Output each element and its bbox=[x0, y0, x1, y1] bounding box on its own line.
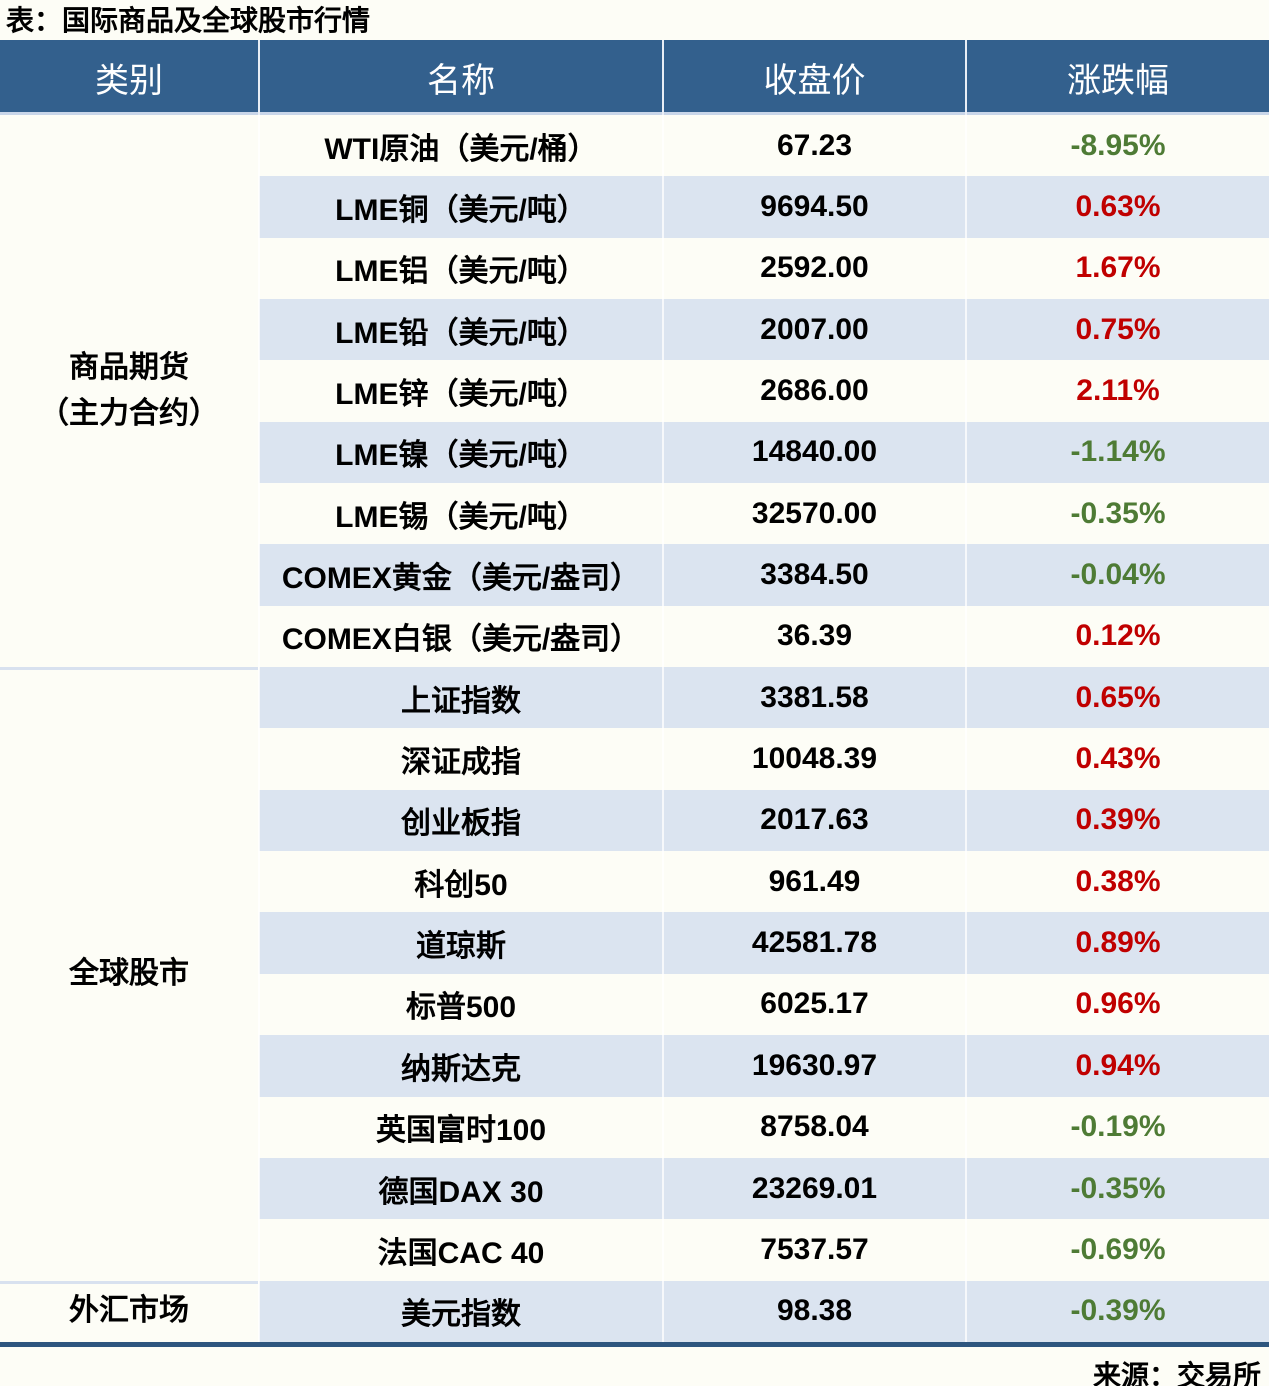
table-row: LME铜（美元/吨） 9694.50 0.63% bbox=[0, 176, 1269, 238]
change-cell: 0.12% bbox=[965, 605, 1269, 668]
close-cell: 3381.58 bbox=[662, 667, 966, 729]
table-row: 深证成指 10048.39 0.43% bbox=[0, 728, 1269, 790]
category-cell-forex: 外汇市场 bbox=[0, 1280, 259, 1342]
close-cell: 2592.00 bbox=[662, 237, 966, 300]
close-cell: 42581.78 bbox=[662, 912, 966, 974]
header-category: 类别 bbox=[0, 40, 259, 115]
change-cell: 0.89% bbox=[965, 912, 1269, 974]
table-row: LME铝（美元/吨） 2592.00 1.67% bbox=[0, 237, 1269, 300]
change-cell: -0.04% bbox=[965, 544, 1269, 606]
close-cell: 14840.00 bbox=[662, 421, 966, 484]
table-row: 全球股市 上证指数 3381.58 0.65% bbox=[0, 667, 1269, 1281]
close-cell: 6025.17 bbox=[662, 973, 966, 1036]
name-cell: 深证成指 bbox=[258, 728, 663, 790]
name-cell: 纳斯达克 bbox=[258, 1035, 663, 1097]
close-cell: 23269.01 bbox=[662, 1157, 966, 1220]
bottom-rule bbox=[0, 1341, 1269, 1347]
name-cell: LME锌（美元/吨） bbox=[258, 360, 663, 422]
change-cell: -0.39% bbox=[965, 1280, 1269, 1342]
name-cell: 上证指数 bbox=[258, 667, 663, 729]
name-cell: 法国CAC 40 bbox=[258, 1219, 663, 1281]
name-cell: LME铝（美元/吨） bbox=[258, 237, 663, 300]
table-title: 表：国际商品及全球股市行情 bbox=[6, 5, 371, 36]
header-close: 收盘价 bbox=[662, 40, 966, 115]
name-cell: WTI原油（美元/桶） bbox=[258, 115, 663, 177]
close-cell: 19630.97 bbox=[662, 1035, 966, 1097]
change-cell: 0.94% bbox=[965, 1035, 1269, 1097]
close-cell: 7537.57 bbox=[662, 1219, 966, 1281]
table-row: 标普500 6025.17 0.96% bbox=[0, 973, 1269, 1036]
close-cell: 67.23 bbox=[662, 115, 966, 177]
change-cell: -0.69% bbox=[965, 1219, 1269, 1281]
table-row: 德国DAX 30 23269.01 -0.35% bbox=[0, 1157, 1269, 1220]
name-cell: COMEX白银（美元/盎司） bbox=[258, 605, 663, 668]
name-cell: 标普500 bbox=[258, 973, 663, 1036]
table-row: 创业板指 2017.63 0.39% bbox=[0, 789, 1269, 852]
table-row: COMEX黄金（美元/盎司） 3384.50 -0.04% bbox=[0, 544, 1269, 606]
close-cell: 2017.63 bbox=[662, 789, 966, 852]
close-cell: 9694.50 bbox=[662, 176, 966, 238]
change-cell: -0.35% bbox=[965, 483, 1269, 545]
table-row: 外汇市场 美元指数 98.38 -0.39% bbox=[0, 1280, 1269, 1342]
change-cell: -0.35% bbox=[965, 1157, 1269, 1220]
change-cell: 0.43% bbox=[965, 728, 1269, 790]
table-row: LME锌（美元/吨） 2686.00 2.11% bbox=[0, 360, 1269, 422]
close-cell: 3384.50 bbox=[662, 544, 966, 606]
name-cell: COMEX黄金（美元/盎司） bbox=[258, 544, 663, 606]
close-cell: 98.38 bbox=[662, 1280, 966, 1342]
table-row: 英国富时100 8758.04 -0.19% bbox=[0, 1096, 1269, 1158]
name-cell: 科创50 bbox=[258, 851, 663, 913]
table-row: 商品期货 （主力合约） WTI原油（美元/桶） 67.23 -8.95% bbox=[0, 115, 1269, 668]
change-cell: 0.38% bbox=[965, 851, 1269, 913]
change-cell: -0.19% bbox=[965, 1096, 1269, 1158]
market-table: 类别 名称 收盘价 涨跌幅 商品期货 （主力合约） WTI原油（美元/桶） 67… bbox=[0, 40, 1269, 1342]
table-row: 道琼斯 42581.78 0.89% bbox=[0, 912, 1269, 974]
header-row: 类别 名称 收盘价 涨跌幅 bbox=[0, 40, 1269, 115]
table-row: COMEX白银（美元/盎司） 36.39 0.12% bbox=[0, 605, 1269, 668]
category-cell-global-stocks: 全球股市 bbox=[0, 667, 259, 1281]
close-cell: 36.39 bbox=[662, 605, 966, 668]
table-row: 纳斯达克 19630.97 0.94% bbox=[0, 1035, 1269, 1097]
table-row: LME锡（美元/吨） 32570.00 -0.35% bbox=[0, 483, 1269, 545]
name-cell: 道琼斯 bbox=[258, 912, 663, 974]
source-note: 来源：交易所 bbox=[1092, 1359, 1261, 1386]
header-change: 涨跌幅 bbox=[965, 40, 1269, 115]
name-cell: LME铅（美元/吨） bbox=[258, 299, 663, 361]
name-cell: 德国DAX 30 bbox=[258, 1157, 663, 1220]
table-row: LME铅（美元/吨） 2007.00 0.75% bbox=[0, 299, 1269, 361]
change-cell: 0.65% bbox=[965, 667, 1269, 729]
change-cell: 0.39% bbox=[965, 789, 1269, 852]
name-cell: 英国富时100 bbox=[258, 1096, 663, 1158]
close-cell: 8758.04 bbox=[662, 1096, 966, 1158]
close-cell: 32570.00 bbox=[662, 483, 966, 545]
change-cell: 0.96% bbox=[965, 973, 1269, 1036]
change-cell: 0.75% bbox=[965, 299, 1269, 361]
name-cell: LME铜（美元/吨） bbox=[258, 176, 663, 238]
table-row: 法国CAC 40 7537.57 -0.69% bbox=[0, 1219, 1269, 1281]
table-row: LME镍（美元/吨） 14840.00 -1.14% bbox=[0, 421, 1269, 484]
close-cell: 2007.00 bbox=[662, 299, 966, 361]
name-cell: 美元指数 bbox=[258, 1280, 663, 1342]
table-row: 科创50 961.49 0.38% bbox=[0, 851, 1269, 913]
name-cell: LME镍（美元/吨） bbox=[258, 421, 663, 484]
category-cell-commodity-futures: 商品期货 （主力合约） bbox=[0, 115, 259, 668]
change-cell: -1.14% bbox=[965, 421, 1269, 484]
change-cell: -8.95% bbox=[965, 115, 1269, 177]
name-cell: 创业板指 bbox=[258, 789, 663, 852]
change-cell: 0.63% bbox=[965, 176, 1269, 238]
close-cell: 961.49 bbox=[662, 851, 966, 913]
close-cell: 2686.00 bbox=[662, 360, 966, 422]
close-cell: 10048.39 bbox=[662, 728, 966, 790]
change-cell: 2.11% bbox=[965, 360, 1269, 422]
change-cell: 1.67% bbox=[965, 237, 1269, 300]
name-cell: LME锡（美元/吨） bbox=[258, 483, 663, 545]
header-name: 名称 bbox=[258, 40, 663, 115]
